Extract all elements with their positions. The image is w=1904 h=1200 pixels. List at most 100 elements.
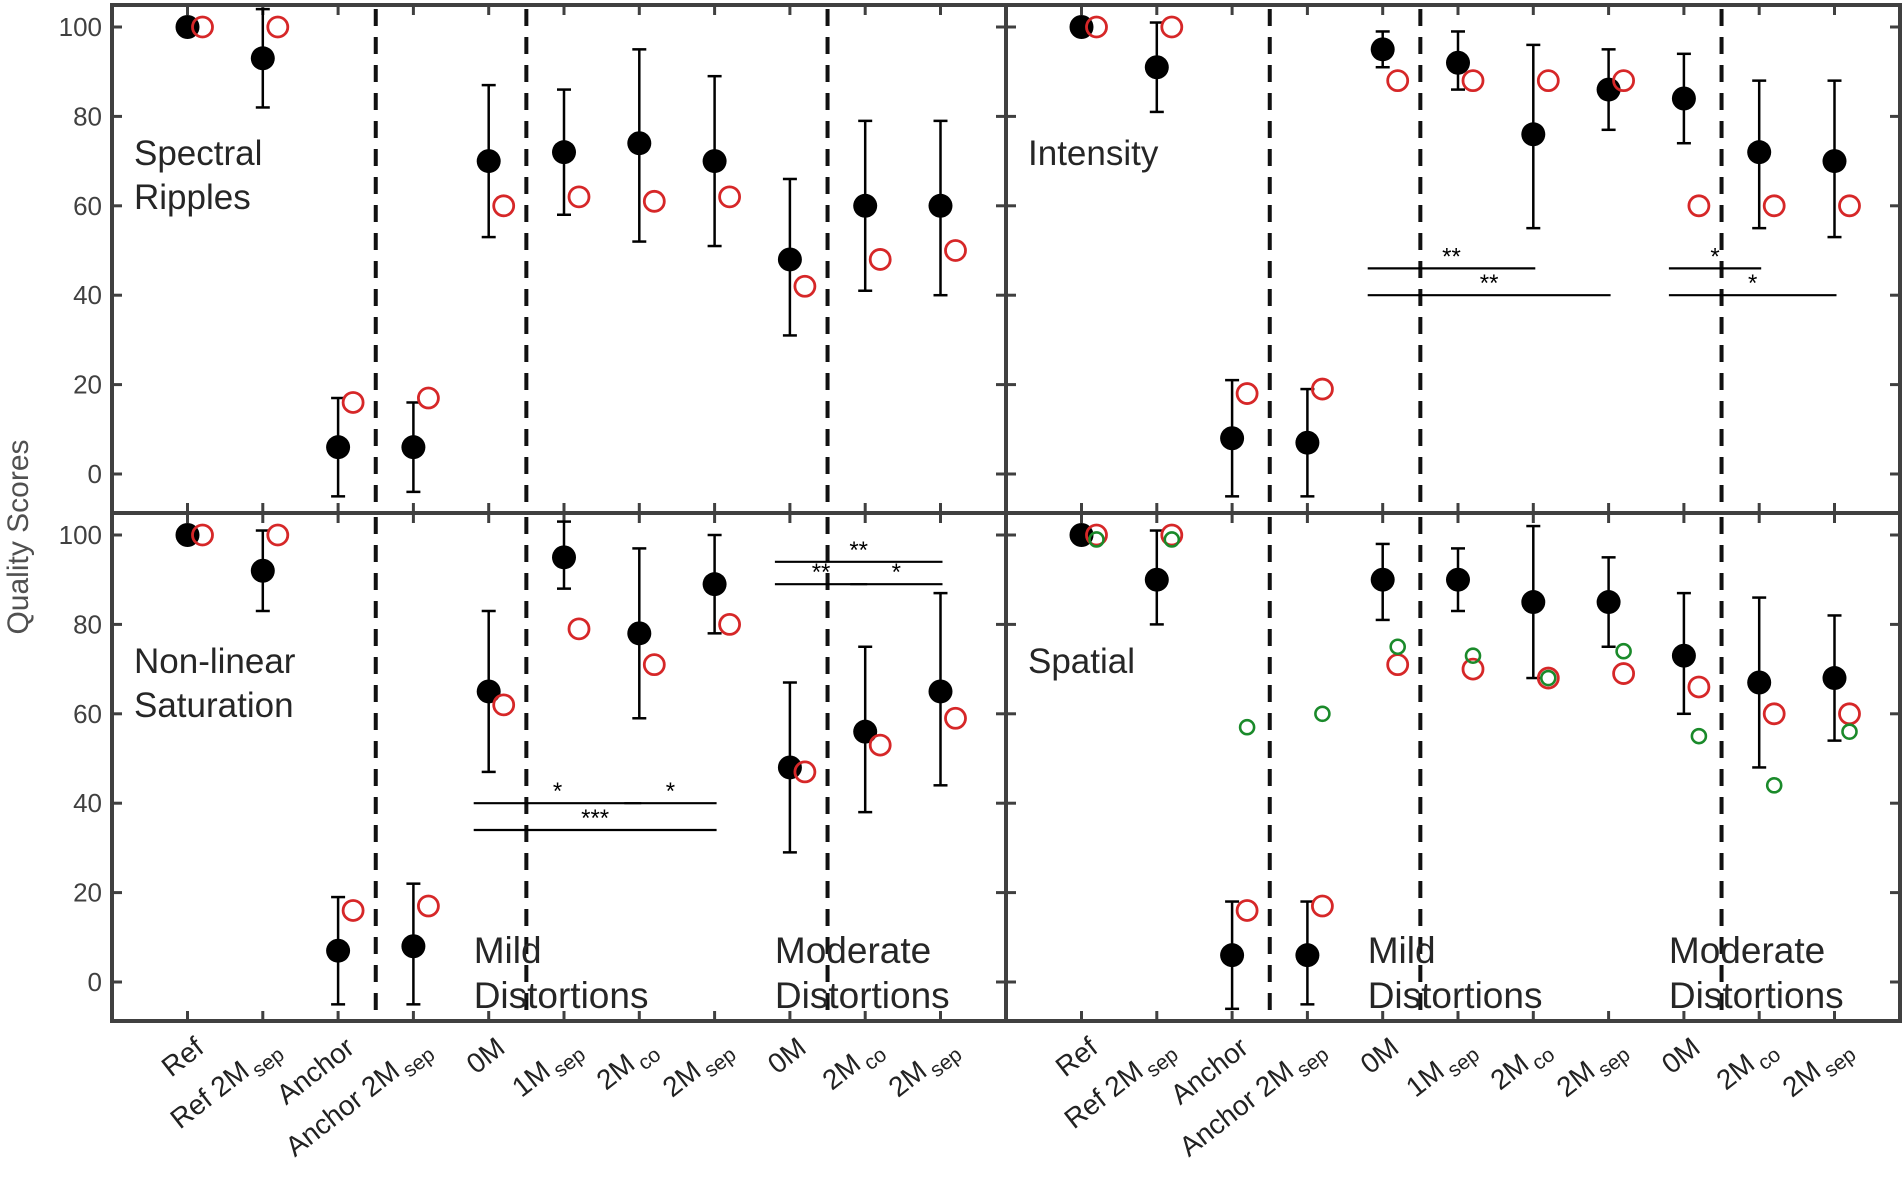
mean-point	[1220, 943, 1245, 968]
x-category-label: 0M	[1355, 1031, 1405, 1079]
red-point	[1612, 69, 1635, 93]
x-category-sub: sep	[1594, 1043, 1635, 1082]
red-point	[868, 248, 892, 271]
panels: 020406080100SpectralRipplesIntensity****…	[59, 3, 1902, 1162]
red-point	[1235, 899, 1259, 922]
panel-frame	[1004, 511, 1902, 1023]
red-point	[1085, 15, 1108, 39]
x-category-main: 0M	[461, 1031, 511, 1079]
y-tick-label: 60	[73, 191, 102, 221]
x-category-sub: sep	[926, 1043, 967, 1082]
mean-point	[326, 938, 351, 963]
section-label: Moderate	[775, 930, 931, 971]
green-point	[1690, 727, 1708, 745]
red-point	[191, 15, 214, 39]
x-category-sub: sep	[700, 1043, 741, 1082]
green-point	[1765, 777, 1783, 794]
red-point	[944, 706, 967, 730]
x-category-main: 2M	[817, 1047, 867, 1095]
mean-point	[250, 46, 275, 71]
red-point	[1160, 15, 1184, 39]
red-point	[1762, 194, 1786, 218]
x-category-label: Ref	[1050, 1031, 1104, 1082]
red-point	[868, 733, 892, 757]
mean-point	[1822, 666, 1847, 691]
y-tick-label: 60	[73, 699, 102, 729]
mean-point	[552, 545, 576, 570]
x-category-label: 2Mco	[1485, 1031, 1560, 1101]
y-tick-label: 80	[73, 101, 102, 131]
mean-point	[1295, 943, 1320, 968]
x-category-main: 2M	[1485, 1047, 1535, 1095]
red-point	[1085, 523, 1108, 547]
x-category-sub: sep	[549, 1043, 590, 1082]
green-point	[1540, 669, 1557, 687]
red-point	[1386, 653, 1410, 677]
mean-point	[1596, 590, 1621, 615]
mean-point	[928, 193, 953, 218]
red-point	[1235, 382, 1259, 405]
red-point	[642, 189, 666, 213]
mean-point	[326, 435, 351, 460]
mean-point	[401, 435, 426, 460]
red-point	[492, 194, 516, 218]
mean-point	[1747, 670, 1772, 695]
red-point	[944, 239, 967, 262]
x-category-main: 0M	[1656, 1031, 1706, 1079]
panel-title: Spatial	[1028, 642, 1135, 681]
red-point	[1311, 377, 1334, 401]
y-tick-label: 20	[73, 370, 102, 400]
x-category-label: 0M	[461, 1031, 511, 1079]
y-tick-label: 0	[88, 459, 102, 489]
x-category-label: 2Mco	[817, 1031, 892, 1101]
green-point	[1088, 531, 1105, 548]
significance-label: **	[1480, 270, 1499, 297]
red-point	[1536, 69, 1560, 93]
mean-point	[1370, 567, 1395, 592]
section-label: Mild	[1368, 930, 1436, 971]
significance-label: **	[849, 537, 868, 564]
x-category-label: 2Mco	[1711, 1031, 1786, 1101]
mean-point	[853, 719, 878, 744]
section-label: Mild	[474, 930, 542, 971]
x-category-sub: sep	[1443, 1043, 1484, 1082]
mean-point	[250, 558, 275, 583]
red-point	[492, 693, 516, 717]
red-point	[642, 653, 666, 677]
section-label: Distortions	[1669, 975, 1844, 1016]
red-point	[1687, 194, 1711, 218]
x-category-sub: sep	[1293, 1043, 1334, 1082]
red-point	[793, 274, 817, 298]
mean-point	[552, 140, 576, 165]
mean-point	[777, 755, 802, 780]
x-category-label: Ref	[156, 1031, 210, 1082]
panel-3: 020406080100Non-linearSaturationMildDist…	[59, 511, 1008, 1162]
mean-point	[476, 149, 501, 174]
red-point	[1612, 662, 1635, 685]
green-point	[1615, 642, 1632, 660]
red-point	[1386, 69, 1410, 93]
red-point	[718, 613, 741, 636]
x-category-label: 2Mco	[591, 1031, 666, 1101]
significance-label: *	[666, 778, 675, 805]
red-point	[416, 894, 440, 918]
red-point	[1762, 702, 1786, 726]
x-category-sub: sep	[399, 1043, 440, 1082]
section-label: Moderate	[1669, 930, 1825, 971]
section-label: Distortions	[474, 975, 649, 1016]
x-category-label: 2Msep	[1777, 1031, 1861, 1108]
x-category-label: 1Msep	[506, 1031, 590, 1108]
panel-title: Intensity	[1028, 134, 1159, 173]
green-point	[1163, 531, 1181, 548]
red-point	[1687, 675, 1711, 699]
green-point	[1464, 647, 1482, 664]
red-point	[567, 617, 591, 641]
red-point	[793, 760, 817, 784]
mean-point	[401, 934, 426, 959]
mean-point	[1521, 122, 1546, 147]
mean-point	[853, 193, 878, 218]
x-category-main: 2M	[591, 1047, 641, 1095]
panel-title: Spectral	[134, 134, 262, 173]
mean-point	[1370, 37, 1395, 62]
